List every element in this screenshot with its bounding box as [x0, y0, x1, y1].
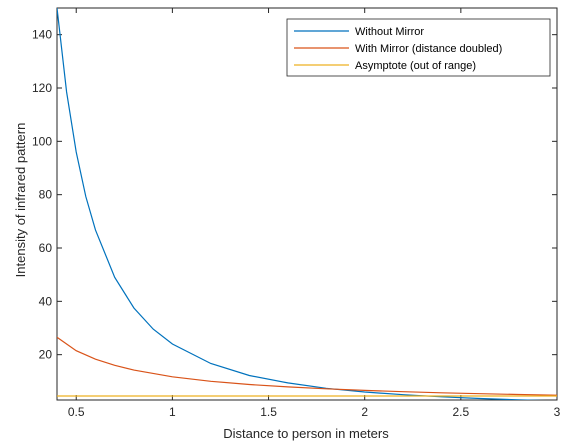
y-tick-label: 80 [39, 188, 53, 202]
y-tick-label: 60 [39, 241, 53, 255]
x-tick-label: 2.5 [453, 405, 470, 419]
x-tick-label: 1.5 [260, 405, 277, 419]
x-tick-label: 3 [554, 405, 561, 419]
x-tick-label: 0.5 [68, 405, 85, 419]
y-tick-label: 120 [32, 81, 52, 95]
y-tick-label: 100 [32, 134, 52, 148]
series-layer [57, 8, 557, 400]
legend: Without Mirror With Mirror (distance doub… [286, 18, 551, 77]
x-axis-label: Distance to person in meters [223, 426, 389, 441]
y-tick-label: 40 [39, 294, 53, 308]
legend-label-3: Asymptote (out of range) [355, 60, 476, 72]
legend-label-1: Without Mirror [355, 26, 424, 38]
series-line-2 [57, 336, 557, 396]
y-tick-label: 140 [32, 28, 52, 42]
legend-label-2: With Mirror (distance doubled) [355, 43, 502, 55]
y-axis-ticks: 20 40 60 80 100 120 140 [32, 28, 557, 362]
y-axis-label: Intensity of infrared pattern [13, 123, 28, 278]
x-tick-label: 2 [361, 405, 368, 419]
x-tick-label: 1 [169, 405, 176, 419]
series-line-1 [57, 8, 547, 400]
y-tick-label: 20 [39, 348, 53, 362]
